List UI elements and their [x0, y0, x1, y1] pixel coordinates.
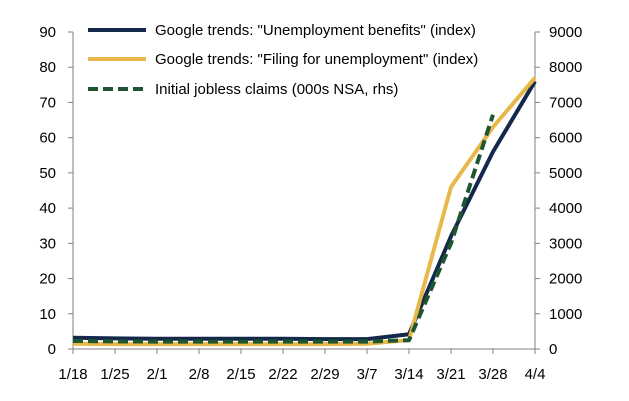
x-tick-label: 2/1	[147, 366, 168, 383]
series-layer	[72, 76, 537, 347]
x-tick-label: 3/21	[436, 366, 465, 383]
axes: 0 10 20 30 40 50 60 70 80 90 0 1000 2000 3000 4000 5000…	[39, 24, 582, 383]
left-tick-label: 80	[39, 59, 56, 76]
x-tick-label: 2/22	[268, 366, 297, 383]
legend: Google trends: "Unemployment benefits" (…	[88, 22, 478, 98]
x-tick-label: 4/4	[525, 366, 546, 383]
x-tick-label: 3/7	[357, 366, 378, 383]
left-tick-label: 70	[39, 94, 56, 111]
left-tick-label: 50	[39, 165, 56, 182]
right-tick-label: 0	[549, 341, 557, 358]
legend-label-3: Initial jobless claims (000s NSA, rhs)	[155, 81, 398, 98]
right-tick-label: 3000	[549, 235, 582, 252]
right-tick-label: 2000	[549, 271, 582, 288]
legend-label-2: Google trends: "Filing for unemployment"…	[155, 51, 478, 68]
left-tick-label: 20	[39, 271, 56, 288]
right-tick-label: 6000	[549, 130, 582, 147]
x-tick-label: 2/29	[310, 366, 339, 383]
right-tick-label: 5000	[549, 165, 582, 182]
right-tick-label: 9000	[549, 24, 582, 41]
series-line-3	[72, 114, 495, 344]
x-tick-label: 3/14	[394, 366, 423, 383]
left-tick-label: 40	[39, 200, 56, 217]
series-line-2	[72, 76, 537, 347]
series-line-1	[72, 80, 537, 342]
right-tick-label: 4000	[549, 200, 582, 217]
left-tick-label: 10	[39, 306, 56, 323]
left-tick-label: 90	[39, 24, 56, 41]
left-tick-label: 0	[48, 341, 56, 358]
x-tick-label: 2/8	[189, 366, 210, 383]
legend-label-1: Google trends: "Unemployment benefits" (…	[155, 22, 476, 39]
right-tick-label: 7000	[549, 94, 582, 111]
left-tick-label: 60	[39, 130, 56, 147]
left-tick-label: 30	[39, 235, 56, 252]
right-tick-label: 1000	[549, 306, 582, 323]
right-tick-label: 8000	[549, 59, 582, 76]
x-tick-label: 2/15	[226, 366, 255, 383]
x-tick-label: 1/25	[100, 366, 129, 383]
x-tick-label: 1/18	[58, 366, 87, 383]
x-tick-label: 3/28	[478, 366, 507, 383]
